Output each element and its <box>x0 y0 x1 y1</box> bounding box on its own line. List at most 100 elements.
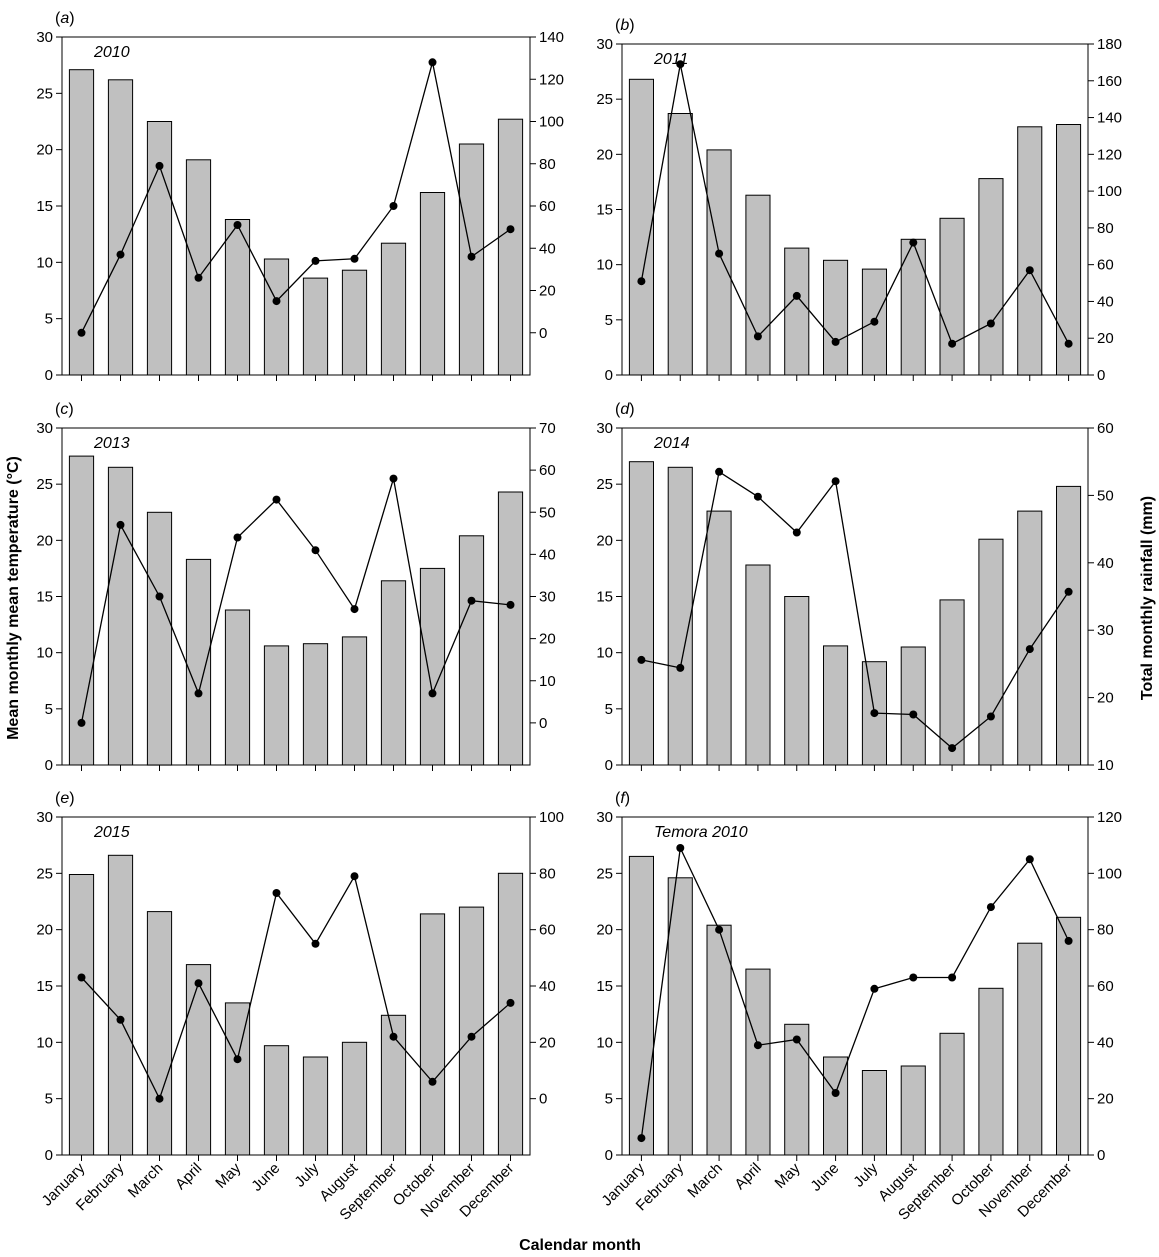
y-left-tick-label: 15 <box>36 198 53 215</box>
x-tick-label: March <box>684 1160 725 1201</box>
panel-title: 2010 <box>93 44 130 61</box>
y-right-tick-label: 80 <box>539 865 556 882</box>
y-right-tick-label: 40 <box>539 546 556 563</box>
y-right-tick-label: 120 <box>1097 809 1122 826</box>
rainfall-point <box>870 709 879 718</box>
temperature-bar <box>419 567 446 766</box>
temperature-bar <box>745 564 771 766</box>
rainfall-point <box>1064 339 1073 348</box>
temperature-bar <box>497 872 524 1156</box>
temperature-bar <box>146 121 173 376</box>
temperature-bar <box>107 79 134 376</box>
y-right-tick-label: 60 <box>539 922 556 939</box>
rainfall-point <box>948 973 957 982</box>
panel-letter-italic: c <box>60 401 68 418</box>
temperature-bar <box>68 874 95 1156</box>
rainfall-point <box>909 973 918 982</box>
y-left-tick-label: 25 <box>596 865 613 882</box>
y-left-tick-label: 10 <box>596 257 613 274</box>
y-right-tick-label: 80 <box>1097 220 1114 237</box>
temperature-bar <box>784 247 810 376</box>
panel-letter-italic: a <box>60 10 69 27</box>
rainfall-point <box>986 319 995 328</box>
y-left-tick-label: 10 <box>596 1034 613 1051</box>
y-right-tick-label: 120 <box>539 71 564 88</box>
rainfall-line <box>80 62 511 334</box>
temperature-bar <box>900 1065 926 1156</box>
y-left-tick-label: 30 <box>36 809 53 826</box>
rainfall-point <box>350 254 359 263</box>
panel-title: 2011 <box>653 51 688 68</box>
x-tick-label: April <box>172 1160 205 1193</box>
rainfall-point <box>1064 936 1073 945</box>
rainfall-point <box>1025 266 1034 275</box>
temperature-bar <box>107 466 134 766</box>
x-tick-label: May <box>212 1159 244 1191</box>
temperature-bar <box>380 242 407 376</box>
y-right-tick-label: 140 <box>1097 110 1122 127</box>
rainfall-point <box>753 492 762 501</box>
temperature-bar <box>939 599 965 766</box>
rainfall-point <box>467 1032 476 1041</box>
x-tick-label: June <box>248 1160 283 1195</box>
temperature-bar <box>68 455 95 766</box>
panel-letter-italic: e <box>60 790 69 807</box>
rainfall-point <box>155 161 164 170</box>
rainfall-point <box>272 297 281 306</box>
rainfall-point <box>948 744 957 753</box>
y-left-tick-label: 25 <box>36 85 53 102</box>
y-right-tick-label: 0 <box>539 1091 547 1108</box>
rainfall-point <box>311 546 320 555</box>
y-right-tick-label: 0 <box>539 325 547 342</box>
rainfall-point <box>467 596 476 605</box>
panel-title: Temora 2010 <box>654 824 748 841</box>
y-left-tick-label: 10 <box>36 645 53 662</box>
y-axis-left-title: Mean monthly mean temperature (°C) <box>5 456 22 740</box>
y-right-tick-label: 140 <box>539 29 564 46</box>
temperature-bar <box>263 258 290 376</box>
y-left-tick-label: 20 <box>36 142 53 159</box>
temperature-bar <box>745 968 771 1156</box>
y-left-tick-label: 20 <box>596 922 613 939</box>
rainfall-point <box>350 872 359 881</box>
temperature-bar <box>1017 510 1043 766</box>
temperature-bar <box>224 609 251 766</box>
panel-title: 2013 <box>93 435 130 452</box>
x-axis-title: Calendar month <box>519 1237 641 1254</box>
temperature-bar <box>667 877 693 1156</box>
temperature-bar <box>978 178 1004 376</box>
temperature-bar <box>341 269 368 376</box>
rainfall-point <box>715 249 724 258</box>
y-right-tick-label: 60 <box>1097 420 1114 437</box>
y-right-tick-label: 50 <box>539 504 556 521</box>
rainfall-point <box>870 317 879 326</box>
panel-letter: (a) <box>55 10 75 27</box>
y-right-tick-label: 100 <box>539 809 564 826</box>
rainfall-point <box>272 495 281 504</box>
rainfall-point <box>637 277 646 286</box>
rainfall-point <box>753 1041 762 1050</box>
rainfall-point <box>116 250 125 259</box>
y-left-tick-label: 25 <box>36 476 53 493</box>
y-right-tick-label: 40 <box>539 240 556 257</box>
y-right-tick-label: 180 <box>1097 36 1122 53</box>
temperature-bar <box>706 510 732 766</box>
rainfall-point <box>350 605 359 614</box>
temperature-bar <box>861 1070 888 1156</box>
x-tick-label: July <box>291 1159 322 1190</box>
y-right-tick-label: 20 <box>1097 330 1114 347</box>
panel-letter: (c) <box>55 401 74 418</box>
rainfall-point <box>311 939 320 948</box>
temperature-bar <box>628 78 655 376</box>
rainfall-point <box>1064 587 1073 596</box>
y-left-tick-label: 5 <box>45 701 53 718</box>
rainfall-point <box>1025 855 1034 864</box>
temperature-bar <box>706 149 732 376</box>
rainfall-point <box>909 238 918 247</box>
temperature-bar <box>706 924 732 1156</box>
rainfall-point <box>637 1134 646 1143</box>
y-left-tick-label: 25 <box>596 476 613 493</box>
rainfall-point <box>233 221 242 229</box>
rainfall-line <box>80 478 511 724</box>
y-left-tick-label: 30 <box>36 420 53 437</box>
